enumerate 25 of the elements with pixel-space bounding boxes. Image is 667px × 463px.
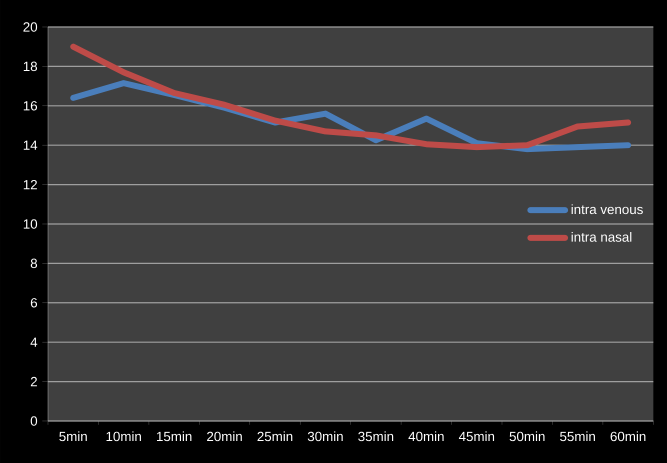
- x-tick-label: 35min: [358, 431, 394, 442]
- x-tick-label: 55min: [560, 431, 595, 442]
- legend-label: intra venous: [572, 204, 643, 214]
- y-tick-label: 20: [23, 22, 38, 32]
- y-tick-label: 0: [30, 416, 38, 426]
- x-tick-label: 20min: [207, 431, 242, 442]
- x-tick-label: 45min: [458, 431, 494, 442]
- x-tick-label: 30min: [308, 431, 343, 442]
- y-tick-label: 2: [30, 376, 37, 386]
- x-tick-label: 60min: [610, 431, 646, 442]
- x-tick-label: 5min: [59, 431, 87, 442]
- x-tick-label: 25min: [258, 431, 292, 442]
- y-tick-label: 14: [24, 140, 38, 150]
- y-tick-label: 4: [30, 338, 38, 347]
- y-tick-label: 10: [24, 219, 38, 229]
- legend-label: intra nasal: [572, 232, 632, 242]
- x-tick-label: 15min: [156, 431, 192, 442]
- y-tick-label: 6: [30, 298, 38, 308]
- y-tick-label: 18: [24, 62, 38, 72]
- y-tick-label: 16: [24, 101, 38, 111]
- x-tick-label: 10min: [106, 431, 141, 442]
- x-tick-label: 40min: [408, 431, 444, 442]
- y-tick-label: 12: [24, 180, 37, 190]
- y-tick-label: 8: [30, 258, 38, 268]
- x-tick-label: 50min: [510, 431, 544, 442]
